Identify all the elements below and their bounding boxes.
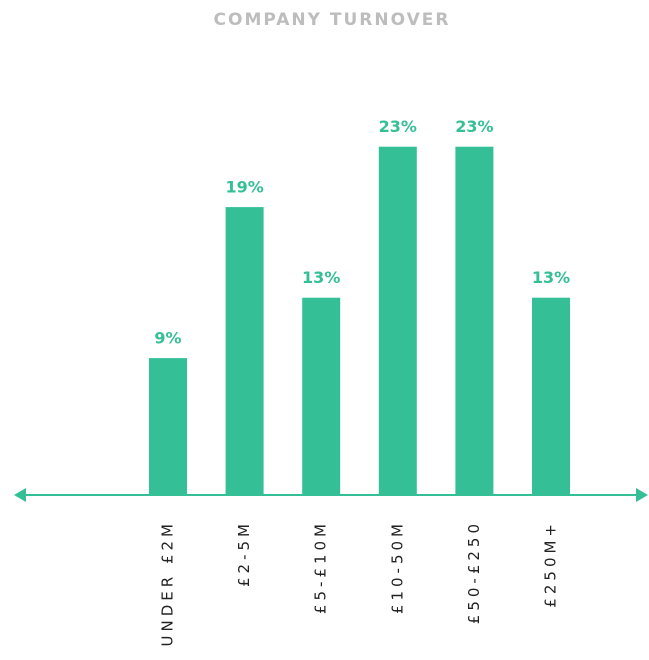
value-label: 13% [532, 268, 570, 287]
value-label: 9% [154, 329, 181, 348]
axis-arrow-right [636, 488, 648, 502]
bar [532, 297, 570, 494]
bar [378, 146, 417, 494]
value-label: 13% [302, 268, 340, 287]
chart-title: COMPANY TURNOVER [214, 10, 451, 30]
bar [225, 207, 264, 494]
x-tick-label: £2-5M [235, 520, 253, 587]
bar [455, 146, 494, 494]
axis-arrow-left [14, 488, 26, 502]
x-tick-label: £250M+ [542, 520, 560, 608]
value-label: 23% [379, 117, 417, 136]
bar [149, 358, 187, 494]
bar [302, 297, 341, 494]
x-tick-label: £5-£10M [312, 520, 330, 614]
x-tick-label: £50-£250 [465, 520, 483, 624]
x-tick-label: UNDER £2M [159, 520, 177, 646]
x-tick-label: £10-50M [388, 520, 406, 614]
value-label: 23% [455, 117, 493, 136]
value-label: 19% [225, 178, 263, 197]
